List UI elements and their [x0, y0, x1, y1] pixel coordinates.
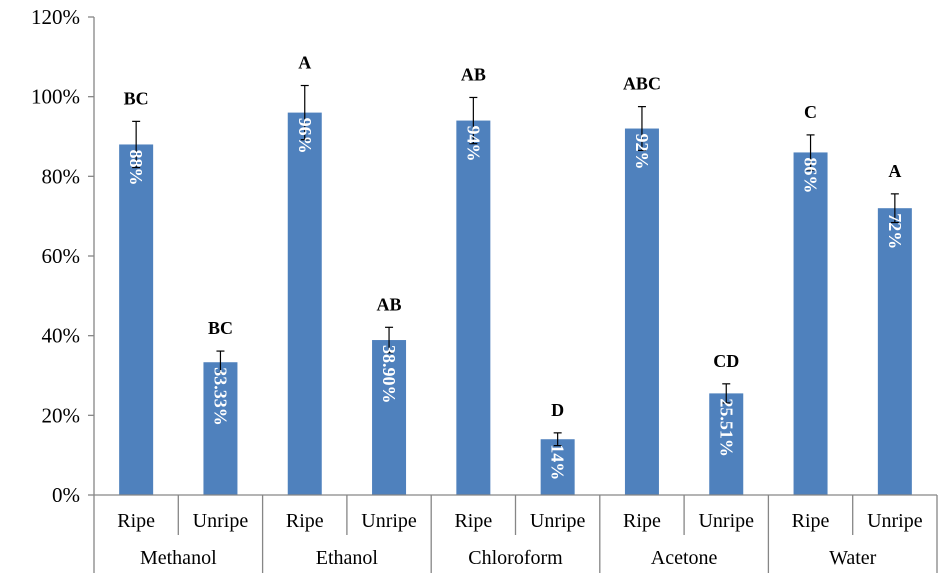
- bar: [456, 120, 491, 496]
- x-category-label: Ripe: [117, 510, 155, 532]
- data-label: 14%: [548, 444, 568, 480]
- x-category-label: Ripe: [286, 510, 324, 532]
- y-tick-label: 100%: [31, 85, 80, 109]
- x-category-label: Ripe: [454, 510, 492, 532]
- x-category-label: Unripe: [193, 510, 249, 532]
- bar: [793, 152, 828, 495]
- significance-letter: A: [888, 161, 901, 181]
- bar: [540, 439, 575, 495]
- data-label: 72%: [885, 213, 905, 249]
- significance-letter: BC: [124, 88, 149, 108]
- significance-letter: AB: [377, 294, 402, 314]
- data-label: 86%: [801, 157, 821, 193]
- x-category-label: Unripe: [361, 510, 417, 532]
- significance-letter: BC: [208, 318, 233, 338]
- x-category-label: Ripe: [792, 510, 830, 532]
- bar: [709, 393, 744, 495]
- data-label: 94%: [463, 126, 483, 162]
- x-group-label: Acetone: [651, 547, 718, 569]
- bar: [624, 128, 659, 496]
- data-label: 38.90%: [379, 345, 399, 404]
- significance-letter: D: [551, 400, 564, 420]
- significance-letter: AB: [461, 64, 486, 84]
- x-group-label: Water: [829, 547, 877, 569]
- y-tick-label: 80%: [42, 164, 81, 188]
- data-label: 33.33%: [210, 367, 230, 426]
- bar: [119, 144, 154, 495]
- significance-letter: A: [298, 53, 311, 73]
- bar: [372, 340, 407, 495]
- x-group-label: Chloroform: [468, 547, 563, 569]
- data-label: 25.51%: [716, 398, 736, 457]
- y-tick-label: 20%: [42, 403, 81, 427]
- significance-letter: CD: [713, 351, 739, 371]
- x-category-label: Ripe: [623, 510, 661, 532]
- x-axis: Ripe Unripe Methanol Ripe Unripe Ethanol Ripe U…: [93, 494, 938, 573]
- significance-letter: ABC: [623, 74, 661, 94]
- data-label: 88%: [126, 149, 146, 185]
- y-tick-label: 0%: [52, 483, 80, 507]
- y-tick-label: 40%: [42, 324, 81, 348]
- bar: [203, 362, 238, 495]
- x-category-label: Unripe: [698, 510, 754, 532]
- y-tick-label: 120%: [31, 5, 80, 29]
- x-group-label: Ethanol: [316, 547, 379, 569]
- significance-letter: C: [804, 102, 817, 122]
- data-label: 92%: [632, 134, 652, 170]
- y-axis: 0% 20% 40% 60% 80% 100% 120%: [31, 5, 95, 507]
- bar: [287, 112, 322, 495]
- x-category-label: Unripe: [867, 510, 923, 532]
- x-category-label: Unripe: [530, 510, 586, 532]
- bar: [877, 208, 912, 495]
- bars: BC 88% BC 33.33% A 96% AB 38.90% AB 94% D 14% ABC 92%…: [119, 53, 912, 496]
- y-tick-label: 60%: [42, 244, 81, 268]
- x-group-label: Methanol: [140, 547, 217, 569]
- data-label: 96%: [295, 118, 315, 154]
